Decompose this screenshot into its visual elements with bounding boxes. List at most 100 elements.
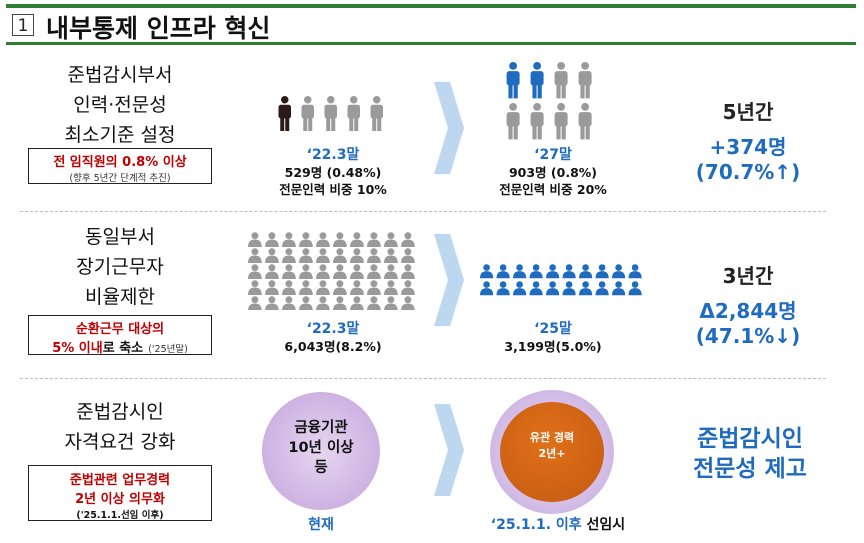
person-icon bbox=[401, 232, 415, 247]
row1-after-caption: ‘27말 903명 (0.8%) 전문인력 비중 20% bbox=[458, 144, 648, 198]
person-icon bbox=[350, 280, 364, 295]
person-icon bbox=[350, 296, 364, 310]
row1-after-specialist: 전문인력 비중 20% bbox=[499, 182, 607, 197]
person-icon bbox=[384, 280, 398, 295]
row1-label-line: 준법감시부서 bbox=[67, 64, 173, 86]
row2-before-caption: ‘22.3말 6,043명(8.2%) bbox=[238, 318, 428, 355]
person-icon bbox=[595, 281, 609, 296]
person-icon bbox=[367, 264, 381, 279]
person-icon bbox=[384, 296, 398, 310]
person-icon bbox=[350, 232, 364, 247]
page-title: 내부통제 인프라 혁신 bbox=[46, 14, 271, 43]
row2-target-limit: 5% 이내 bbox=[52, 341, 103, 356]
person-icon bbox=[612, 281, 626, 296]
row3-target-line2: 2년 이상 의무화 bbox=[75, 492, 165, 507]
row2-change: Δ2,844명 bbox=[699, 299, 797, 323]
row3-label-line: 자격요건 강화 bbox=[64, 431, 176, 453]
person-icon bbox=[513, 281, 527, 296]
row1-label-line: 인력·전문성 bbox=[73, 94, 167, 116]
row1-change: +374명 bbox=[709, 135, 787, 159]
person-icon bbox=[282, 248, 296, 263]
person-icon bbox=[316, 296, 330, 310]
person-icon bbox=[530, 62, 544, 99]
row2-target-note: ('25년말) bbox=[148, 344, 188, 355]
person-icon bbox=[367, 248, 381, 263]
row3-caption-after: ‘25.1.1. 이후 선임시 bbox=[458, 514, 658, 534]
person-icon bbox=[299, 280, 313, 295]
person-icon bbox=[579, 264, 593, 279]
person-icon bbox=[333, 296, 347, 310]
person-icon bbox=[480, 281, 494, 296]
person-icon bbox=[554, 103, 568, 140]
person-icon bbox=[579, 281, 593, 296]
row1-before-specialist: 전문인력 비중 10% bbox=[279, 182, 387, 197]
person-icon bbox=[384, 264, 398, 279]
circle-before-line: 등 bbox=[314, 460, 328, 476]
person-icon bbox=[265, 280, 279, 295]
person-icon bbox=[333, 248, 347, 263]
row2-before-figures bbox=[248, 232, 415, 310]
person-icon bbox=[554, 62, 568, 99]
row1-period: 5년간 bbox=[722, 100, 774, 124]
person-icon bbox=[350, 248, 364, 263]
person-icon bbox=[496, 264, 510, 279]
circle-after-line: 유관 경력 bbox=[529, 431, 575, 444]
person-icon bbox=[299, 232, 313, 247]
header-bottom-rule bbox=[6, 42, 856, 45]
person-icon bbox=[316, 280, 330, 295]
person-icon bbox=[350, 264, 364, 279]
row1-label: 준법감시부서 인력·전문성 최소기준 설정 bbox=[20, 60, 220, 150]
circle-before-line: 금융기관 bbox=[294, 420, 348, 436]
row2-label: 동일부서 장기근무자 비율제한 bbox=[20, 222, 220, 312]
person-icon bbox=[333, 280, 347, 295]
person-icon bbox=[562, 281, 576, 296]
person-icon bbox=[333, 232, 347, 247]
person-icon bbox=[278, 96, 291, 131]
circle-before-line: 10년 이상 bbox=[288, 440, 354, 456]
person-icon bbox=[367, 296, 381, 310]
row2-arrow-icon bbox=[434, 234, 464, 326]
person-icon bbox=[578, 62, 592, 99]
person-icon bbox=[367, 280, 381, 295]
row2-label-line: 비율제한 bbox=[85, 286, 155, 308]
person-icon bbox=[401, 248, 415, 263]
row3-target-note: ('25.1.1.선임 이후) bbox=[76, 510, 164, 521]
row2-period: 3년간 bbox=[722, 264, 774, 288]
row3-caption-before: 현재 bbox=[308, 517, 334, 533]
person-icon bbox=[370, 96, 383, 131]
person-icon bbox=[384, 232, 398, 247]
person-icon bbox=[496, 281, 510, 296]
row2-after-year: ‘25말 bbox=[534, 321, 572, 337]
person-icon bbox=[282, 280, 296, 295]
row1-summary: 5년간 +374명 (70.7%↑) bbox=[668, 96, 828, 185]
row2-target-line1: 순환근무 대상의 bbox=[75, 322, 165, 337]
row3-caption-after-suffix: 선임시 bbox=[581, 517, 626, 533]
row1-target-box: 전 임직원의 0.8% 이상 (향후 5년간 단계적 추진) bbox=[28, 148, 212, 184]
person-icon bbox=[480, 264, 494, 279]
row1-before-caption: ‘22.3말 529명 (0.48%) 전문인력 비중 10% bbox=[238, 144, 428, 198]
person-icon bbox=[248, 248, 262, 263]
row1-arrow-icon bbox=[434, 82, 464, 174]
row3-arrow-icon bbox=[434, 404, 464, 496]
person-icon bbox=[530, 103, 544, 140]
person-icon bbox=[506, 103, 520, 140]
row1-after-year: ‘27말 bbox=[534, 147, 572, 163]
row2-after-figures bbox=[480, 264, 642, 296]
new-requirement-core: 유관 경력 2년+ bbox=[500, 402, 604, 502]
row1-target-text: 전 임직원의 0.8% 이상 bbox=[53, 155, 187, 170]
person-icon bbox=[299, 296, 313, 310]
row2-after-value: 3,199명(5.0%) bbox=[504, 339, 602, 354]
row3-target-box: 준법관련 업무경력 2년 이상 의무화 ('25.1.1.선임 이후) bbox=[28, 465, 212, 521]
person-icon bbox=[299, 248, 313, 263]
row2-label-line: 장기근무자 bbox=[76, 256, 164, 278]
row1-after-figures bbox=[506, 62, 592, 140]
person-icon bbox=[265, 296, 279, 310]
row3-label-line: 준법감시인 bbox=[76, 401, 164, 423]
person-icon bbox=[316, 232, 330, 247]
person-icon bbox=[333, 264, 347, 279]
person-icon bbox=[265, 248, 279, 263]
row1-before-figures bbox=[278, 96, 383, 131]
row1-target-note: (향후 5년간 단계적 추진) bbox=[69, 173, 171, 184]
person-icon bbox=[529, 281, 543, 296]
row-divider bbox=[20, 378, 826, 379]
